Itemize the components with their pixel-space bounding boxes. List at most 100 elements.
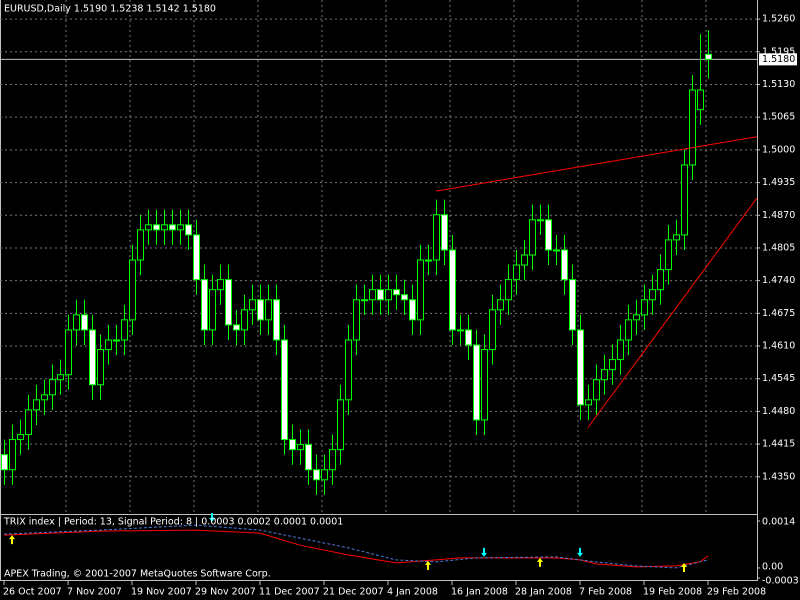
y-tick-label: 1.4675 [762, 308, 795, 319]
candle-body [689, 89, 696, 166]
candle-body [57, 374, 64, 381]
candle-body [641, 299, 648, 316]
x-tick-label: 7 Feb 2008 [579, 587, 632, 598]
candle-body [657, 269, 664, 291]
candle-body [257, 299, 264, 321]
signal-arrow [537, 557, 543, 567]
signal-arrow [209, 513, 215, 523]
candle-body [481, 349, 488, 421]
candle-body [513, 264, 520, 281]
candle-body [497, 299, 504, 311]
candle-body [201, 279, 208, 331]
trendline [587, 197, 758, 428]
trendline [435, 136, 757, 192]
candle-body [545, 219, 552, 251]
candle-body [401, 294, 408, 301]
signal-arrow [481, 547, 487, 557]
candle-body [145, 224, 152, 231]
candle-body [17, 434, 24, 441]
candle-body [625, 319, 632, 341]
candle-body [449, 249, 456, 331]
x-tick-label: 11 Dec 2007 [259, 587, 320, 598]
candle-body [577, 329, 584, 406]
candle-body [161, 224, 168, 231]
candle-body [169, 224, 176, 231]
candle-body [233, 324, 240, 331]
candle-body [377, 289, 384, 301]
candle-body [369, 289, 376, 301]
candle-body [529, 219, 536, 256]
candle-body [601, 369, 608, 381]
x-tick-label: 7 Nov 2007 [67, 587, 122, 598]
y-tick-label: 0.0014 [762, 517, 795, 528]
chart-title: EURUSD,Daily 1.5190 1.5238 1.5142 1.5180 [4, 4, 216, 15]
x-tick-label: 21 Dec 2007 [323, 587, 384, 598]
candle-body [193, 234, 200, 281]
y-tick-label: -0.0003 [762, 575, 799, 586]
candle-body [281, 339, 288, 441]
candle-body [89, 329, 96, 386]
y-tick-label: 1.5195 [762, 46, 795, 57]
candle-body [137, 229, 144, 261]
candle-body [585, 399, 592, 406]
candle-body [305, 444, 312, 471]
y-tick-label: 1.5130 [762, 79, 795, 90]
y-tick-label: 1.4805 [762, 242, 795, 253]
x-tick-label: 16 Jan 2008 [451, 587, 508, 598]
candle-body [9, 439, 16, 471]
x-tick-label: 28 Jan 2008 [515, 587, 572, 598]
candle-body [617, 339, 624, 361]
candle-body [569, 279, 576, 331]
y-tick-label: 1.4935 [762, 177, 795, 188]
candle-body [129, 259, 136, 321]
y-tick-label: 1.5000 [762, 144, 795, 155]
last-price-box [759, 53, 797, 66]
x-tick-label: 4 Jan 2008 [387, 587, 438, 598]
candle-body [209, 289, 216, 331]
candle-body [97, 349, 104, 386]
candle-body [177, 224, 184, 231]
candle-body [489, 309, 496, 351]
candle-body [561, 249, 568, 281]
candle-body [697, 89, 704, 111]
candle-body [505, 279, 512, 301]
candle-body [1, 454, 8, 471]
candle-body [473, 344, 480, 421]
candle-body [537, 219, 544, 222]
candle-body [249, 299, 256, 311]
x-tick-label: 19 Feb 2008 [643, 587, 702, 598]
candle-body [593, 379, 600, 401]
indicator-line [3, 529, 709, 568]
candle-body [417, 259, 424, 321]
y-tick-label: 0.00 [762, 561, 783, 572]
candle-body [673, 234, 680, 241]
candle-body [297, 444, 304, 451]
indicator-line [3, 524, 709, 569]
candle-body [329, 449, 336, 471]
y-tick-label: 1.4415 [762, 439, 795, 450]
candle-body [241, 309, 248, 331]
candle-body [393, 289, 400, 296]
last-price-label: 1.5180 [762, 54, 795, 65]
candle-body [337, 399, 344, 451]
candle-body [465, 329, 472, 346]
candle-body [665, 239, 672, 271]
candle-body [225, 279, 232, 326]
indicator-title: TRIX index | Period: 13, Signal Period: … [3, 517, 343, 528]
candle-body [353, 299, 360, 341]
y-tick-label: 1.4480 [762, 406, 795, 417]
signal-arrow [577, 547, 583, 557]
candle-body [361, 299, 368, 302]
x-tick-label: 29 Feb 2008 [707, 587, 766, 598]
y-tick-label: 1.4350 [762, 471, 795, 482]
signal-arrow [681, 562, 687, 572]
x-tick-label: 19 Nov 2007 [131, 587, 192, 598]
y-tick-label: 1.4545 [762, 373, 795, 384]
candle-body [385, 289, 392, 301]
candle-body [649, 289, 656, 301]
signal-arrow [425, 560, 431, 570]
y-tick-label: 1.4610 [762, 341, 795, 352]
